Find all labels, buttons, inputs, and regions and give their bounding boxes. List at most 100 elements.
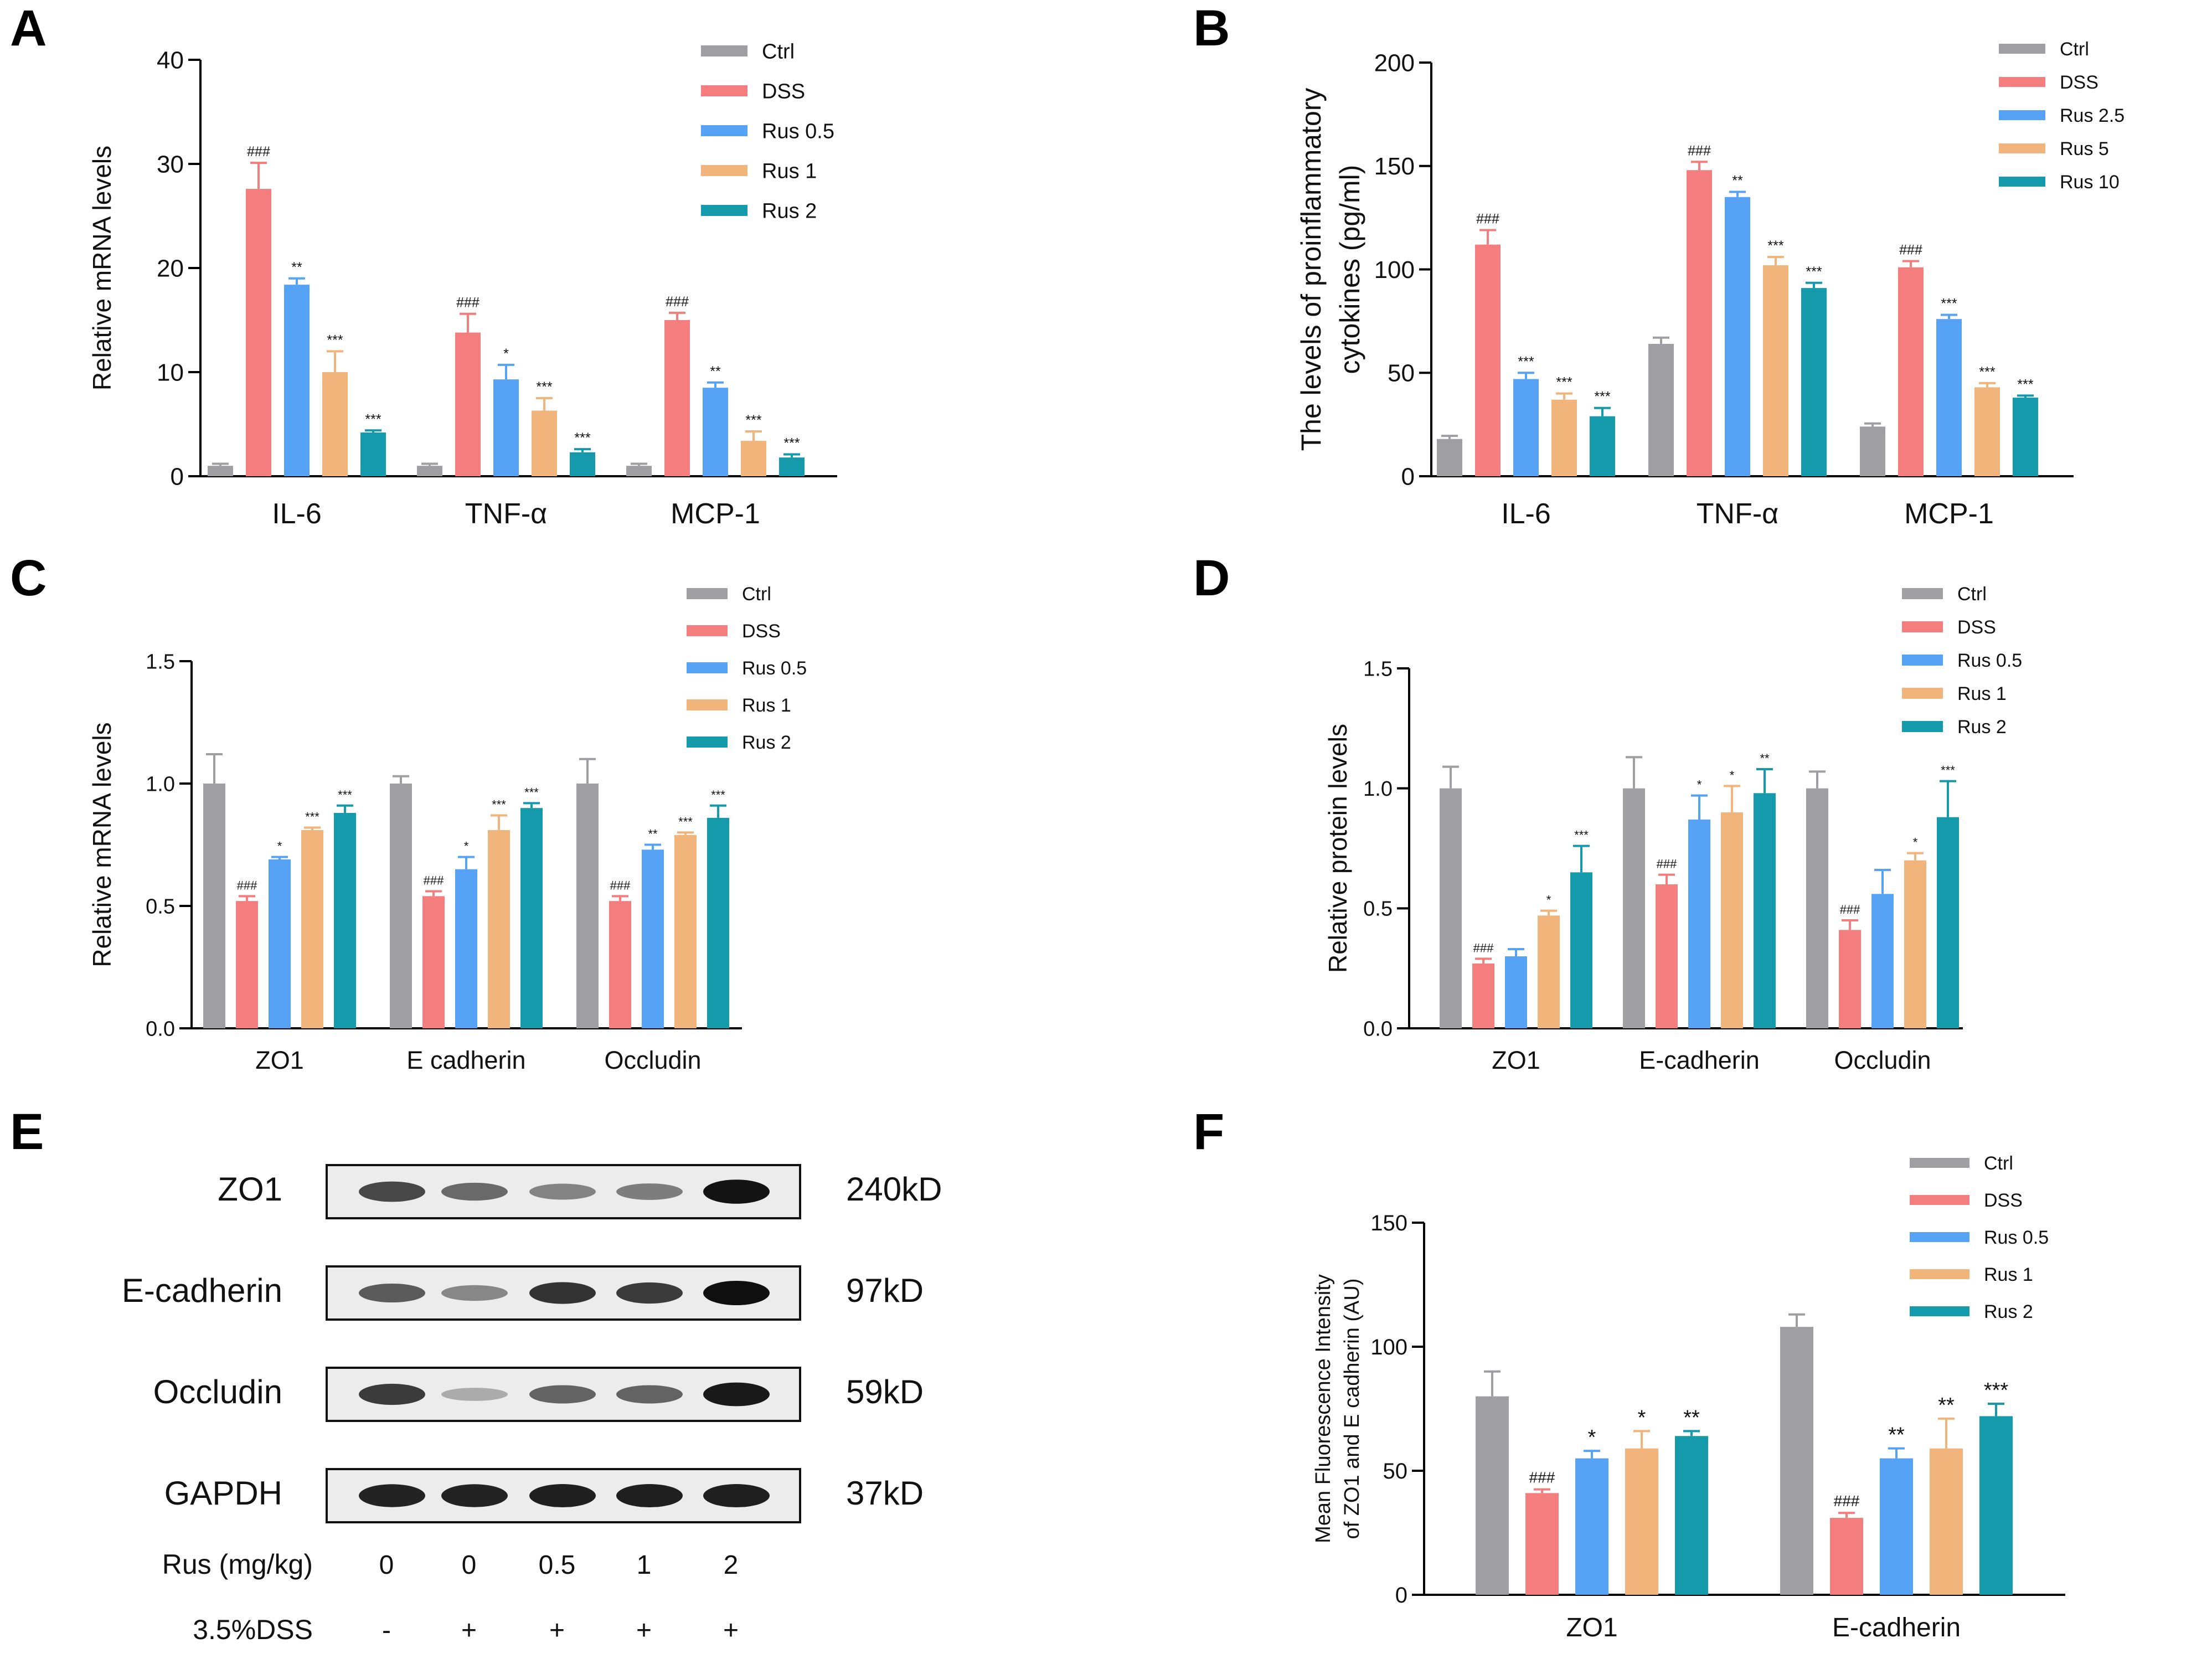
y-tick-label: 100 (1374, 256, 1415, 284)
legend-swatch-ctrl (1902, 588, 1943, 599)
blot-band (616, 1183, 683, 1200)
bar-dss (1525, 1493, 1559, 1595)
bar-rus-1 (1904, 860, 1926, 1028)
significance-mark: *** (1518, 354, 1534, 369)
x-category-label: TNF-α (1697, 498, 1778, 530)
legend-swatch-rus-0-5 (701, 125, 747, 136)
bar-rus-0-5 (455, 869, 477, 1028)
blot-band (529, 1484, 596, 1507)
legend-swatch-rus-2 (1910, 1306, 1969, 1316)
significance-mark: ### (424, 873, 444, 887)
y-tick-label: 20 (157, 255, 184, 282)
bar-rus-5 (1551, 399, 1577, 476)
legend-swatch-dss (1910, 1195, 1969, 1205)
blot-band (529, 1385, 596, 1404)
legend-label: Rus 5 (2060, 138, 2109, 159)
chart-f-fluorescence: 0 50 100 150 Mean Fluorescence Intensity of Z… (1312, 1153, 2065, 1642)
blot-protein-label: E-cadherin (122, 1272, 282, 1309)
legend-label: Ctrl (1984, 1153, 2013, 1174)
bar-ctrl (1623, 788, 1645, 1028)
legend-swatch-ctrl (701, 45, 747, 56)
x-category-label: ZO1 (255, 1046, 304, 1074)
significance-mark: * (1588, 1426, 1596, 1449)
bar-dss (1475, 244, 1501, 476)
y-axis-title: The levels of proinflammatory (1296, 88, 1327, 451)
blot-band (359, 1484, 425, 1507)
y-tick-label: 100 (1370, 1335, 1407, 1359)
bar-rus-2 (334, 813, 356, 1028)
significance-mark: ### (1473, 941, 1494, 955)
bar-rus-2 (1675, 1436, 1708, 1595)
bar-ctrl (626, 466, 652, 476)
bar-rus-0-5 (1688, 820, 1710, 1028)
significance-mark: *** (1941, 296, 1957, 312)
significance-mark: *** (711, 788, 725, 802)
significance-mark: * (1913, 836, 1918, 849)
blot-size-label: 59kD (846, 1373, 924, 1410)
bar-rus-1 (1930, 1448, 1963, 1595)
blot-band (616, 1385, 683, 1404)
legend-label: Rus 0.5 (1984, 1227, 2049, 1248)
y-tick-label: 0.5 (1363, 898, 1393, 921)
bar-dss (1472, 964, 1494, 1028)
significance-mark: *** (2017, 377, 2033, 392)
legend-label: Rus 10 (2060, 172, 2120, 193)
blot-band (529, 1183, 596, 1200)
dss-indicator: - (382, 1616, 391, 1645)
bar-rus-1 (1625, 1448, 1658, 1595)
western-blot: ZO1 E-cadherin Occludin GAPDH 240kD 97kD… (122, 1164, 942, 1645)
bar-rus-0-5 (1871, 894, 1894, 1028)
blot-band (703, 1382, 770, 1407)
bar-rus-10 (2013, 398, 2038, 476)
bar-rus-0-5 (642, 849, 664, 1028)
bar-rus-2 (570, 452, 595, 476)
legend-label: DSS (1957, 617, 1996, 638)
legend-swatch-dss (687, 625, 728, 636)
bar-rus-0-5 (1575, 1458, 1608, 1595)
y-axis-title: cytokines (pg/ml) (1334, 165, 1365, 374)
y-tick-label: 10 (157, 359, 184, 386)
dss-indicator: + (636, 1616, 652, 1645)
chart-b-cytokine-levels: 0 50 100 150 200 The levels of proinflammator… (1296, 39, 2125, 530)
significance-mark: ** (710, 364, 721, 379)
significance-mark: * (277, 839, 282, 853)
significance-mark: ### (247, 144, 270, 159)
legend-label: Rus 2 (1957, 717, 2007, 738)
panel-letter-a: A (10, 0, 47, 56)
x-category-label: IL-6 (1501, 498, 1551, 530)
panel-letter-d: D (1193, 550, 1230, 606)
x-category-label: IL-6 (272, 498, 322, 530)
x-category-label: TNF-α (465, 498, 547, 530)
significance-mark: ### (1840, 903, 1860, 916)
significance-mark: ** (1888, 1424, 1905, 1447)
significance-mark: ** (648, 827, 658, 841)
y-axis-title: of ZO1 and E cadherin (AU) (1340, 1279, 1364, 1539)
significance-mark: ** (1732, 173, 1743, 188)
bar-rus-0-5 (703, 388, 728, 476)
bar-rus-1 (532, 410, 557, 476)
legend-label: Rus 0.5 (762, 120, 834, 143)
dss-indicator: + (549, 1616, 565, 1645)
legend-label: DSS (1984, 1190, 2023, 1211)
x-category-label: Occludin (1834, 1046, 1931, 1074)
legend-swatch-rus-1 (1902, 688, 1943, 699)
significance-mark: *** (1594, 389, 1610, 405)
significance-mark: * (464, 839, 469, 853)
chart-c-mrna-tight-junction: 0.0 0.5 1.0 1.5 Relative mRNA levels ### ### ##… (87, 584, 807, 1074)
bar-rus-2 (1754, 793, 1776, 1028)
significance-mark: * (1546, 893, 1551, 907)
bar-dss (455, 332, 481, 476)
rus-dose-label: Rus (mg/kg) (162, 1549, 313, 1580)
legend-swatch-rus-2 (701, 205, 747, 216)
significance-mark: *** (678, 815, 693, 828)
legend-swatch-rus-0-5 (1910, 1232, 1969, 1242)
x-category-label: E-cadherin (1639, 1046, 1760, 1074)
significance-mark: ### (456, 295, 479, 311)
legend-swatch-rus-1 (687, 699, 728, 710)
significance-mark: *** (1767, 238, 1783, 254)
x-category-label: ZO1 (1492, 1046, 1540, 1074)
legend-label: Rus 1 (1957, 683, 2007, 704)
significance-mark: *** (1979, 364, 1995, 380)
bar-rus-5 (1763, 265, 1788, 476)
y-tick-label: 0 (171, 463, 184, 490)
